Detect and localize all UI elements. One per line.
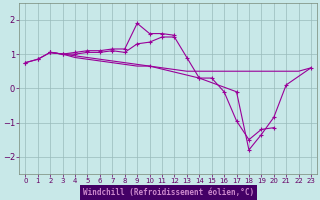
X-axis label: Windchill (Refroidissement éolien,°C): Windchill (Refroidissement éolien,°C) <box>83 188 254 197</box>
